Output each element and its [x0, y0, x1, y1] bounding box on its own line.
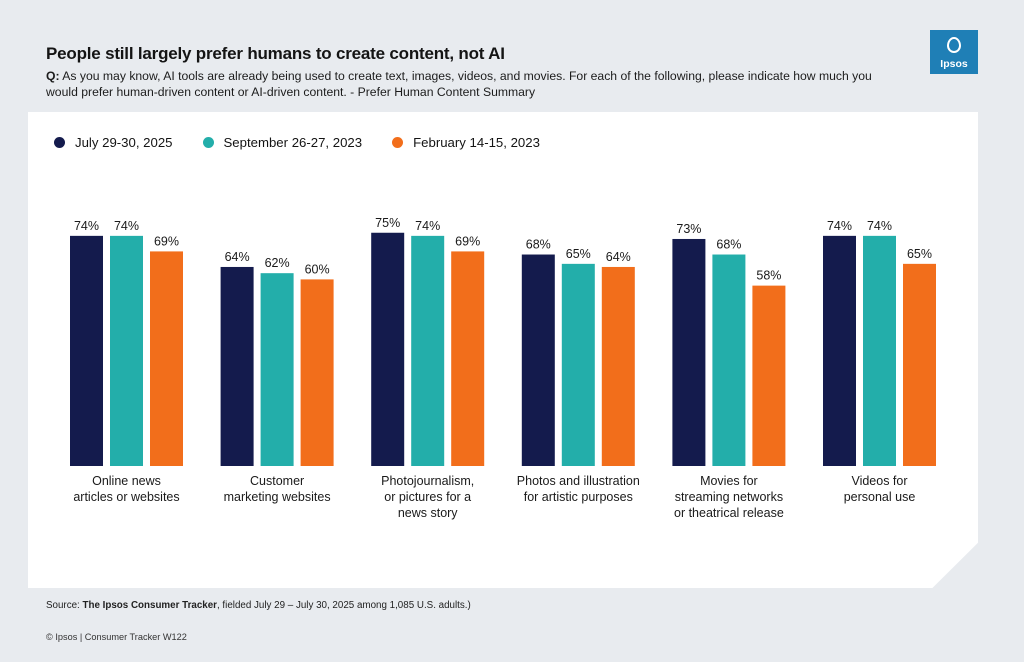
bar-3-series-2: [411, 235, 445, 466]
logo-text: Ipsos: [940, 58, 968, 70]
question-body: As you may know, AI tools are already be…: [46, 69, 872, 99]
bar-4-series-3: [601, 266, 635, 466]
category-label-line: Videos for: [851, 474, 907, 488]
bar-3-series-3: [451, 251, 485, 466]
data-label: 64%: [606, 250, 631, 264]
bar-6-series-3: [903, 263, 936, 466]
bar-2-series-2: [260, 273, 294, 466]
source-detail: , fielded July 29 – July 30, 2025 among …: [216, 600, 471, 611]
category-label-line: for artistic purposes: [524, 490, 633, 504]
category-label-line: Photos and illustration: [517, 474, 640, 488]
category-label-line: Photojournalism,: [381, 474, 474, 488]
legend-label-sep-2023: September 26-27, 2023: [223, 135, 363, 150]
data-label: 74%: [415, 219, 440, 233]
data-label: 74%: [114, 219, 139, 233]
bar-4-series-1: [521, 254, 555, 466]
legend-item-2025: July 29-30, 2025: [54, 135, 173, 150]
legend-swatch-2025: [54, 137, 65, 148]
category-label-line: Online news: [92, 474, 161, 488]
data-label: 68%: [526, 238, 551, 252]
data-label: 65%: [907, 247, 932, 261]
data-label: 75%: [375, 216, 400, 230]
legend-item-feb-2023: February 14-15, 2023: [392, 135, 540, 150]
data-label: 65%: [566, 247, 591, 261]
data-label: 60%: [305, 262, 330, 276]
category-label-line: news story: [398, 506, 458, 520]
legend-swatch-feb-2023: [392, 137, 404, 148]
bar-1-series-1: [70, 235, 103, 466]
data-label: 62%: [265, 256, 290, 270]
chart-legend: July 29-30, 2025 September 26-27, 2023 F…: [54, 135, 540, 150]
bar-4-series-2: [561, 263, 595, 466]
data-label: 64%: [225, 250, 250, 264]
bar-5-series-2: [712, 254, 746, 466]
legend-label-2025: July 29-30, 2025: [75, 135, 173, 150]
category-label-line: Movies for: [700, 474, 758, 488]
category-label-line: or pictures for a: [384, 490, 471, 504]
category-label-line: personal use: [844, 490, 916, 504]
data-label: 69%: [154, 234, 179, 248]
bar-1-series-3: [150, 251, 183, 466]
data-label: 74%: [74, 219, 99, 233]
data-label: 68%: [716, 238, 741, 252]
legend-label-feb-2023: February 14-15, 2023: [413, 135, 540, 150]
category-label-line: articles or websites: [73, 490, 179, 504]
data-label: 73%: [676, 222, 701, 236]
category-label-line: marketing websites: [224, 490, 331, 504]
question-prefix: Q:: [46, 69, 60, 83]
ipsos-logo: Ipsos: [930, 30, 978, 74]
category-label-line: streaming networks: [675, 490, 783, 504]
bar-3-series-1: [371, 232, 405, 466]
bar-2-series-3: [300, 279, 334, 466]
chart-panel: [28, 112, 978, 588]
source-note: Source: The Ipsos Consumer Tracker, fiel…: [46, 600, 471, 611]
bar-2-series-1: [220, 266, 254, 466]
legend-swatch-sep-2023: [202, 137, 214, 148]
logo-mark-icon: [947, 37, 961, 53]
category-label-line: or theatrical release: [674, 506, 784, 520]
question-text: Q: As you may know, AI tools are already…: [46, 68, 876, 100]
source-name: The Ipsos Consumer Tracker: [82, 600, 217, 611]
data-label: 69%: [455, 234, 480, 248]
bar-5-series-1: [672, 238, 706, 466]
category-label-line: Customer: [250, 474, 304, 488]
copyright-footer: © Ipsos | Consumer Tracker W122: [46, 632, 187, 642]
bar-5-series-3: [752, 285, 786, 466]
bar-6-series-2: [863, 235, 896, 466]
data-label: 74%: [867, 219, 892, 233]
legend-item-sep-2023: September 26-27, 2023: [202, 135, 363, 150]
bar-1-series-2: [110, 235, 143, 466]
data-label: 58%: [756, 269, 781, 283]
source-prefix: Source:: [46, 600, 83, 611]
data-label: 74%: [827, 219, 852, 233]
bar-6-series-1: [823, 235, 856, 466]
page-title: People still largely prefer humans to cr…: [46, 44, 505, 63]
